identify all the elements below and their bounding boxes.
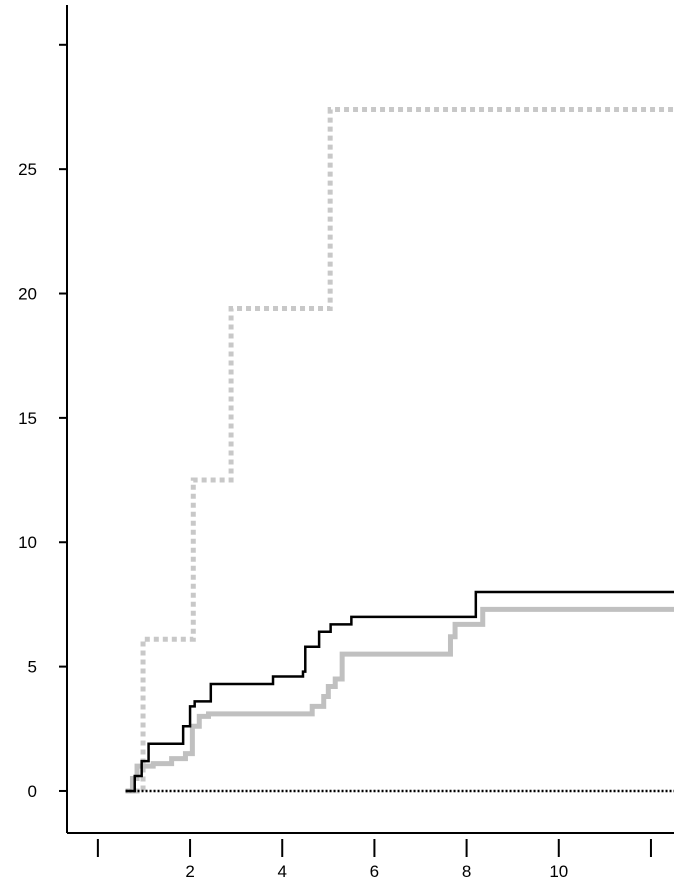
y-tick-label: 5 [28, 658, 37, 677]
x-tick-label: 8 [462, 862, 471, 881]
y-tick-label: 15 [18, 409, 37, 428]
x-tick-label: 4 [278, 862, 287, 881]
x-tick-label: 10 [549, 862, 568, 881]
y-tick-label: 20 [18, 285, 37, 304]
step-line [125, 590, 674, 793]
y-tick-label: 0 [28, 782, 37, 801]
y-tick-label: 25 [18, 160, 37, 179]
x-tick-label: 2 [185, 862, 194, 881]
step-line [125, 106, 674, 794]
x-tick-label: 6 [370, 862, 379, 881]
step-line [125, 606, 674, 794]
y-tick-label: 10 [18, 533, 37, 552]
